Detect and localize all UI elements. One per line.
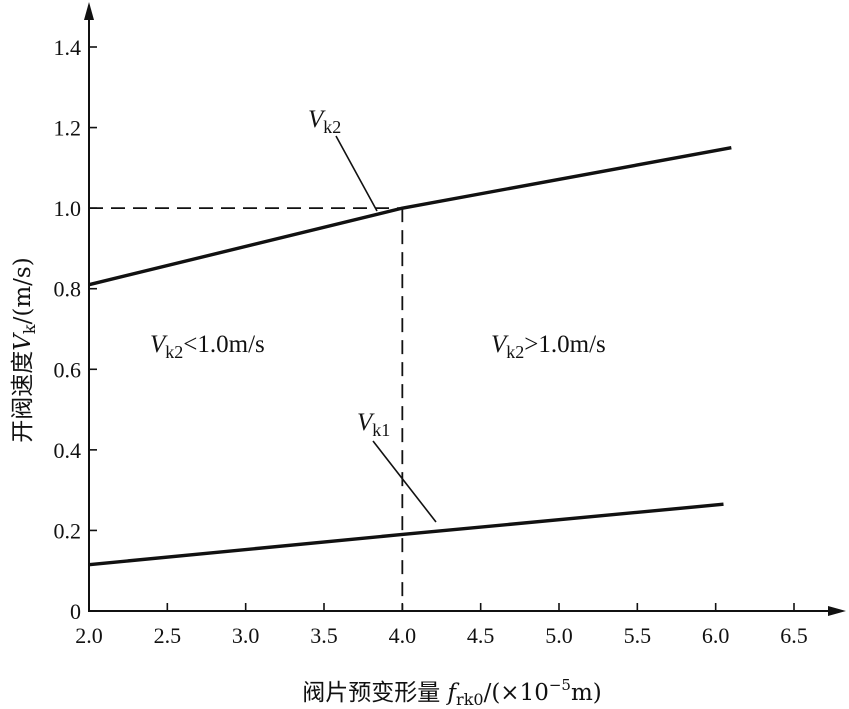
ticks: 2.0 2.5 3.0 3.5 4.0 4.5 5.0 5.5 6.0 6.5 0 0.2 0.4 0.6… xyxy=(54,35,808,648)
series-label-vk2: Vk2 xyxy=(308,106,341,137)
x-tick-label-8: 6.0 xyxy=(702,623,730,648)
y-tick-label-3: 0.6 xyxy=(54,357,82,382)
y-axis-title: 开阀速度Vk/(m/s) xyxy=(10,257,39,442)
x-tick-label-5: 4.5 xyxy=(467,623,495,648)
x-tick-label-0: 2.0 xyxy=(75,623,103,648)
y-tick-label-2: 0.4 xyxy=(54,438,82,463)
y-tick-label-4: 0.8 xyxy=(54,277,82,302)
annotation-below: Vk2<1.0m/s xyxy=(150,331,265,362)
x-tick-label-3: 3.5 xyxy=(310,623,338,648)
leader-line-vk2 xyxy=(335,135,378,212)
y-tick-label-6: 1.2 xyxy=(54,116,82,141)
series-line-k1 xyxy=(88,502,724,567)
annotation-above: Vk2>1.0m/s xyxy=(491,331,606,362)
x-tick-label-7: 5.5 xyxy=(624,623,652,648)
axes xyxy=(84,2,846,616)
series-line-k2 xyxy=(88,146,732,287)
y-tick-label-5: 1.0 xyxy=(54,196,82,221)
y-tick-label-1: 0.2 xyxy=(54,518,82,543)
series-label-vk1: Vk1 xyxy=(357,409,390,440)
x-tick-label-9: 6.5 xyxy=(780,623,808,648)
series-group xyxy=(88,146,732,567)
y-axis-arrow xyxy=(84,2,94,20)
label-leaders xyxy=(335,135,437,523)
y-tick-label-0: 0 xyxy=(70,599,81,624)
x-tick-label-2: 3.0 xyxy=(232,623,260,648)
x-tick-label-1: 2.5 xyxy=(154,623,182,648)
x-tick-label-6: 5.0 xyxy=(545,623,573,648)
x-tick-label-4: 4.0 xyxy=(389,623,417,648)
leader-line-vk1 xyxy=(372,440,437,523)
reference-lines xyxy=(89,207,404,611)
y-tick-label-7: 1.4 xyxy=(54,35,82,60)
x-axis-arrow xyxy=(828,606,846,616)
x-axis-title: 阀片预变形量 frk0/(×10−5m) xyxy=(302,676,602,709)
